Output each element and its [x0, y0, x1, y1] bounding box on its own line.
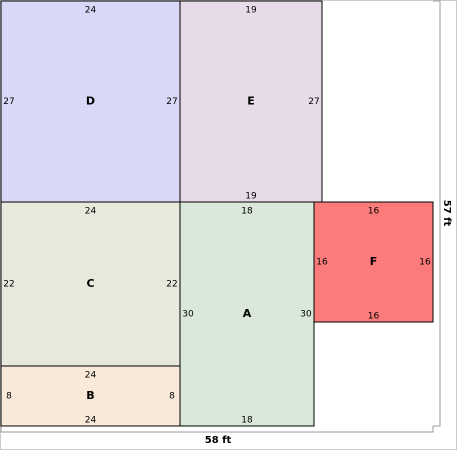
- room: [179, 0, 323, 203]
- room-name: D: [86, 95, 95, 108]
- room-bottom-length: 24: [85, 416, 97, 426]
- room-bottom-length: 16: [368, 312, 380, 322]
- room-top-length: 24: [85, 371, 97, 381]
- room-top-length: 24: [85, 6, 97, 16]
- room: [179, 201, 315, 427]
- room-name: E: [247, 95, 255, 108]
- room-left-length: 27: [3, 97, 14, 107]
- width-label: 58 ft: [205, 435, 232, 446]
- width-dimension-line: [0, 426, 434, 433]
- room-top-length: 16: [368, 207, 380, 217]
- room-top-length: 18: [241, 207, 253, 217]
- room-name: C: [86, 277, 94, 290]
- room-right-length: 8: [169, 392, 175, 402]
- room: [0, 0, 181, 203]
- room-right-length: 16: [419, 258, 431, 268]
- room: [0, 365, 181, 427]
- room-name: F: [370, 255, 378, 268]
- rooms: D 24 27 27 E 19 19 27 C 24 22 22 B 24 24 8 8 A 18 18 30 30 F 16…: [0, 0, 434, 427]
- room-left-length: 8: [6, 392, 12, 402]
- room-top-length: 24: [85, 207, 97, 217]
- height-dimension-line: [433, 0, 441, 427]
- room-right-length: 27: [166, 97, 177, 107]
- room: [313, 201, 434, 323]
- room-bottom-length: 18: [241, 416, 253, 426]
- room-top-length: 19: [245, 6, 257, 16]
- room-name: B: [86, 389, 94, 402]
- room-left-length: 22: [3, 280, 14, 290]
- room-right-length: 22: [166, 280, 177, 290]
- room-left-length: 16: [316, 258, 328, 268]
- room-name: A: [243, 307, 252, 320]
- height-label: 57 ft: [441, 200, 452, 227]
- room-right-length: 27: [308, 97, 319, 107]
- room-bottom-length: 19: [245, 192, 257, 202]
- room-right-length: 30: [300, 310, 312, 320]
- room-left-length: 30: [182, 310, 194, 320]
